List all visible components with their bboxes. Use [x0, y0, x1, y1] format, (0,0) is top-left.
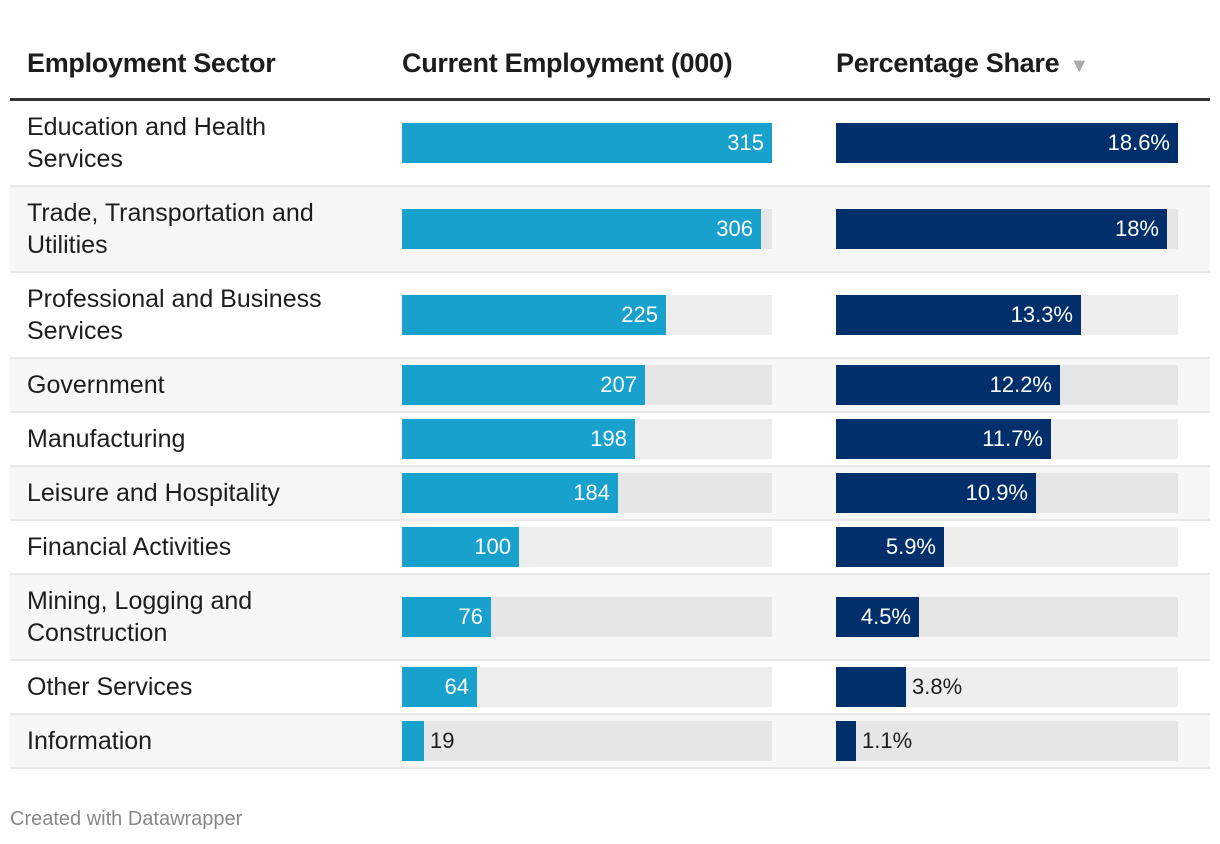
employment-bar	[402, 209, 761, 249]
employment-track: 19	[402, 721, 772, 761]
employment-bar	[402, 365, 645, 405]
share-value-label: 10.9%	[965, 480, 1028, 505]
table-row: Manufacturing 198 11.7%	[10, 413, 1210, 467]
share-value-label: 11.7%	[982, 426, 1043, 451]
share-value-label: 4.5%	[860, 604, 911, 629]
employment-bar	[402, 527, 519, 567]
share-value-label: 1.1%	[862, 728, 913, 753]
employment-track: 315	[402, 123, 772, 163]
sector-label: Information	[27, 727, 153, 755]
employment-track: 306	[402, 209, 772, 249]
employment-track: 64	[402, 667, 772, 707]
column-header-sector[interactable]: Employment Sector	[27, 48, 276, 78]
sector-label: Trade, Transportation and Utilities	[27, 199, 314, 259]
share-track: 18%	[836, 209, 1178, 249]
share-bar	[836, 365, 1060, 405]
sector-label: Leisure and Hospitality	[27, 479, 280, 507]
share-track: 12.2%	[836, 365, 1178, 405]
share-bar	[836, 419, 1051, 459]
sector-label: Manufacturing	[27, 425, 186, 453]
employment-track: 225	[402, 295, 772, 335]
employment-value-label: 184	[573, 480, 610, 505]
sector-label: Mining, Logging and Construction	[27, 587, 253, 647]
employment-track: 207	[402, 365, 772, 405]
employment-value-label: 64	[444, 674, 469, 699]
sector-label: Education and Health Services	[27, 113, 267, 173]
share-value-label: 18%	[1114, 216, 1159, 241]
share-bar	[836, 209, 1167, 249]
employment-track: 76	[402, 597, 772, 637]
sector-label: Government	[27, 371, 165, 399]
share-bar	[836, 295, 1081, 335]
share-bar	[836, 597, 919, 637]
share-value-label: 18.6%	[1107, 130, 1170, 155]
share-track: 11.7%	[836, 419, 1178, 459]
table-row: Leisure and Hospitality 184 10.9%	[10, 467, 1210, 521]
employment-bar	[402, 123, 772, 163]
employment-value-label: 225	[621, 302, 658, 327]
share-track: 1.1%	[836, 721, 1178, 761]
footer-credit[interactable]: Created with Datawrapper	[10, 808, 243, 830]
employment-track: 184	[402, 473, 772, 513]
table-header: Employment Sector Current Employment (00…	[10, 30, 1210, 101]
share-value-label: 3.8%	[912, 674, 963, 699]
sector-label: Professional and Business Services	[27, 285, 322, 345]
share-value-label: 13.3%	[1010, 302, 1073, 327]
table-row: Information 19 1.1%	[10, 715, 1210, 769]
column-header-share-label: Percentage Share	[836, 48, 1060, 78]
employment-value-label: 306	[716, 216, 753, 241]
employment-value-label: 100	[474, 534, 511, 559]
share-bar	[836, 721, 856, 761]
employment-value-label: 19	[430, 728, 455, 753]
table-body: Education and Health Services 315 18.6% Tra…	[10, 101, 1210, 769]
employment-bar	[402, 419, 635, 459]
employment-value-label: 207	[600, 372, 637, 397]
share-track: 13.3%	[836, 295, 1178, 335]
column-header-employment[interactable]: Current Employment (000)	[402, 48, 733, 78]
employment-bar	[402, 721, 424, 761]
share-track: 4.5%	[836, 597, 1178, 637]
share-bar	[836, 527, 944, 567]
table-row: Mining, Logging and Construction 76 4.5%	[10, 575, 1210, 661]
share-track: 18.6%	[836, 123, 1178, 163]
employment-bar	[402, 667, 477, 707]
employment-bar	[402, 597, 491, 637]
sort-descending-icon[interactable]: ▼	[1069, 55, 1089, 77]
employment-value-label: 198	[590, 426, 627, 451]
column-header-share[interactable]: Percentage Share ▼	[836, 48, 1089, 79]
employment-value-label: 76	[458, 604, 483, 629]
table-row: Financial Activities 100 5.9%	[10, 521, 1210, 575]
share-value-label: 5.9%	[885, 534, 936, 559]
employment-value-label: 315	[727, 130, 764, 155]
table-row: Trade, Transportation and Utilities 306 18…	[10, 187, 1210, 273]
data-table: Employment Sector Current Employment (00…	[10, 30, 1210, 769]
share-bar	[836, 123, 1178, 163]
share-bar	[836, 667, 906, 707]
table-row: Government 207 12.2%	[10, 359, 1210, 413]
employment-bar	[402, 295, 666, 335]
sector-label: Financial Activities	[27, 533, 232, 561]
share-bar	[836, 473, 1036, 513]
employment-track: 100	[402, 527, 772, 567]
share-track: 10.9%	[836, 473, 1178, 513]
table-row: Other Services 64 3.8%	[10, 661, 1210, 715]
sector-label: Other Services	[27, 673, 193, 701]
table-row: Education and Health Services 315 18.6%	[10, 101, 1210, 187]
table-row: Professional and Business Services 225 13.…	[10, 273, 1210, 359]
share-track: 3.8%	[836, 667, 1178, 707]
employment-bar	[402, 473, 618, 513]
share-track: 5.9%	[836, 527, 1178, 567]
share-value-label: 12.2%	[989, 372, 1052, 397]
employment-track: 198	[402, 419, 772, 459]
